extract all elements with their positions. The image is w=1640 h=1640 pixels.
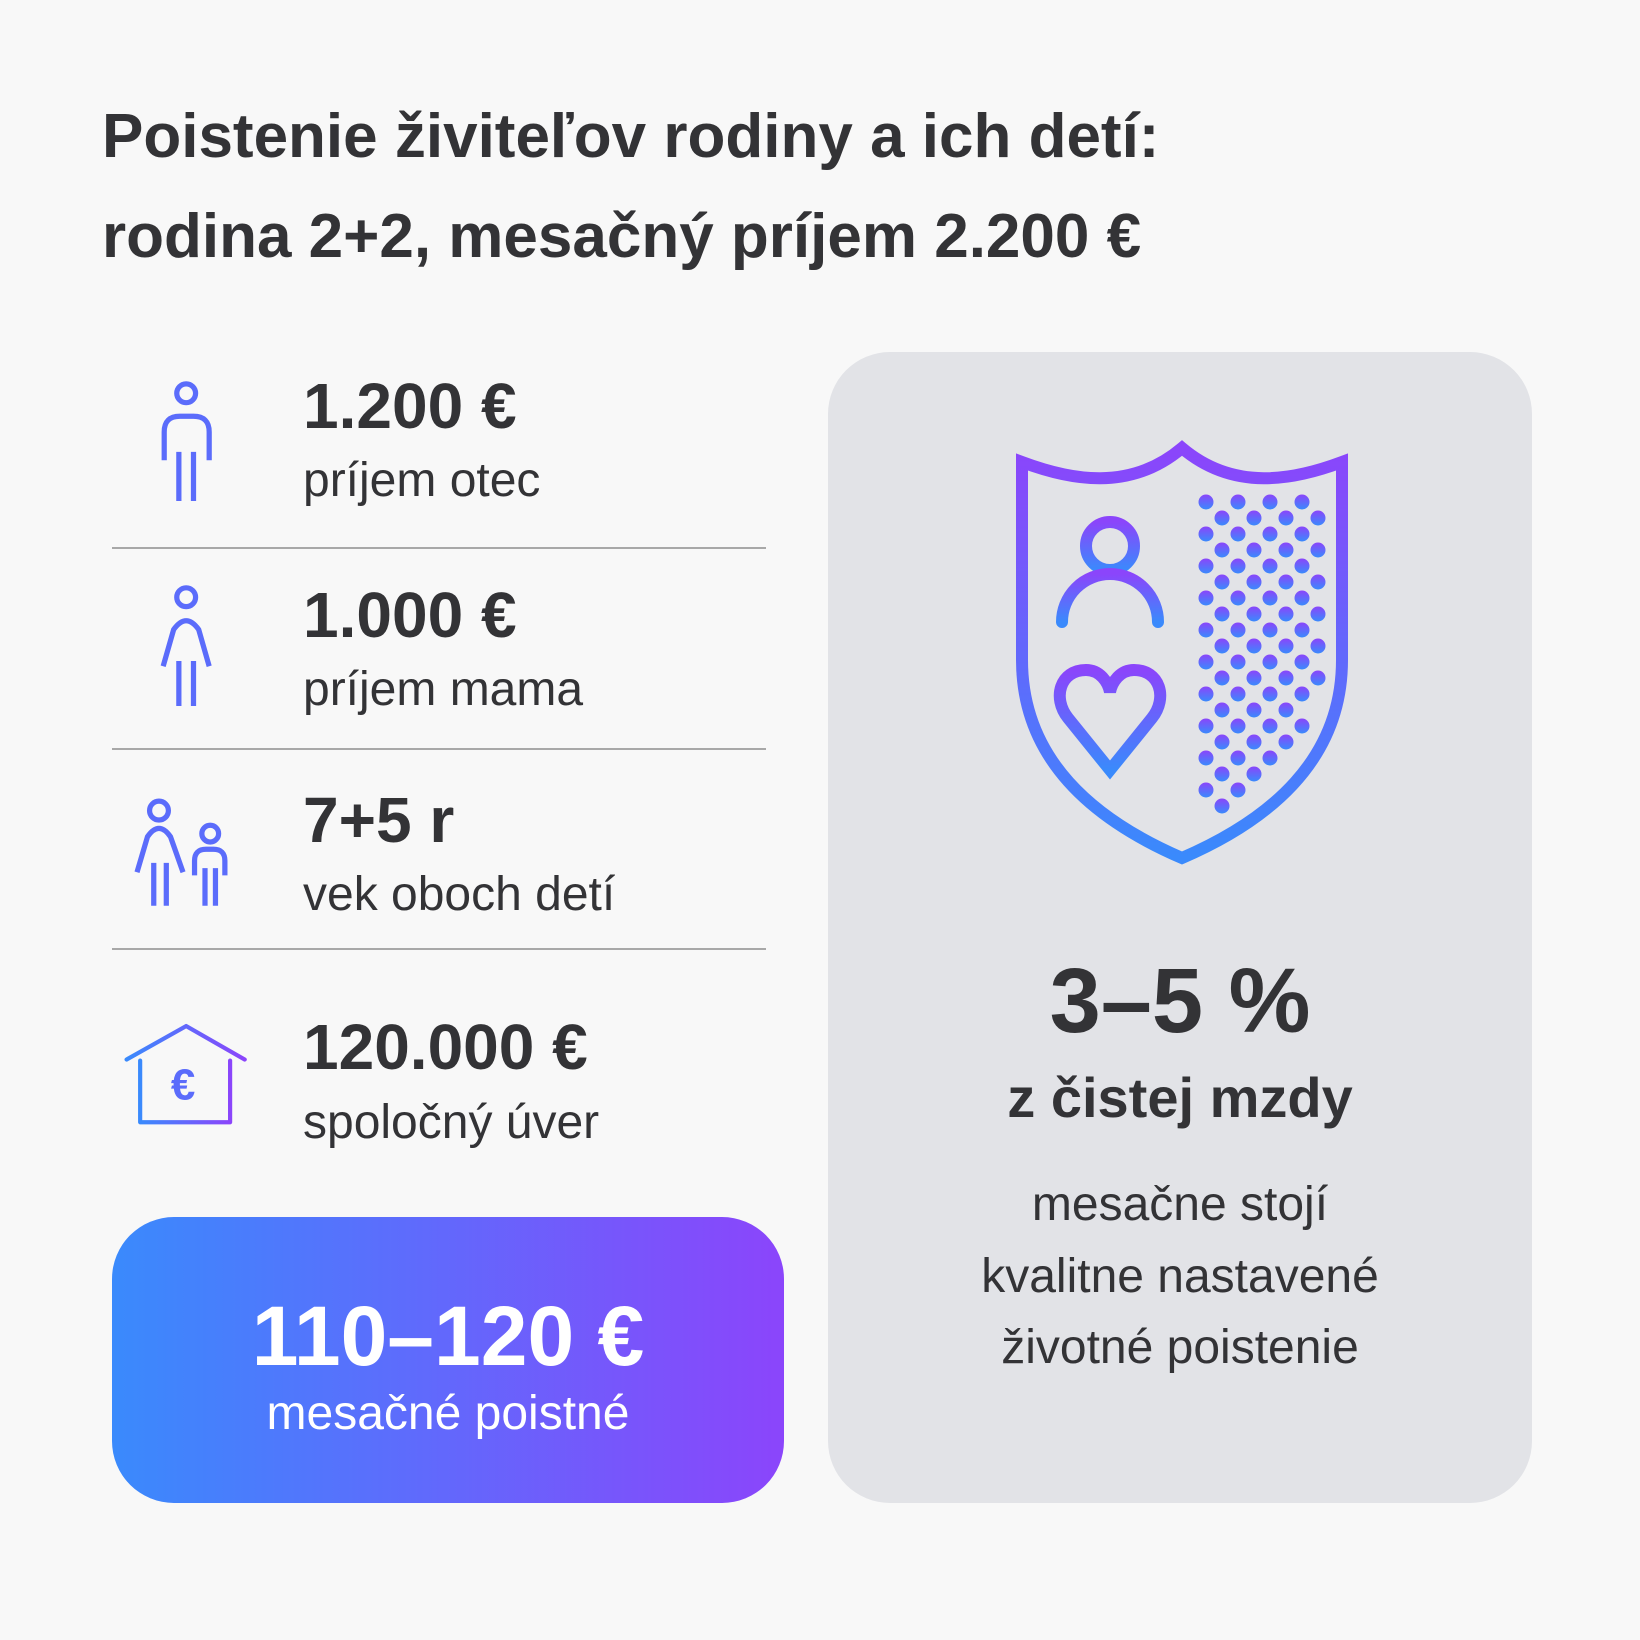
premium-value: 110–120 € (251, 1289, 645, 1383)
shield-dot (1294, 718, 1310, 734)
fact-label: príjem mama (303, 663, 584, 716)
shield-dot (1214, 766, 1230, 782)
shield-dot (1294, 590, 1310, 606)
shield-dot (1230, 718, 1246, 734)
shield-dot (1198, 782, 1214, 798)
shield-dot (1310, 574, 1326, 590)
shield-dot (1214, 734, 1230, 750)
fact-value: 1.200 € (303, 370, 517, 442)
shield-dot (1278, 638, 1294, 654)
percent-label: z čistej mzdy (1007, 1066, 1353, 1129)
shield-dot (1294, 686, 1310, 702)
shield-dot (1278, 542, 1294, 558)
shield-person-heart-icon (1016, 440, 1348, 865)
premium-box: 110–120 € mesačné poistné (112, 1217, 784, 1503)
shield-dot (1230, 782, 1246, 798)
shield-dot (1198, 750, 1214, 766)
house-euro-icon: € (124, 1023, 247, 1125)
info-line: životné poistenie (1001, 1321, 1359, 1374)
shield-dot (1294, 622, 1310, 638)
shield-dot (1310, 670, 1326, 686)
divider (112, 948, 766, 950)
fact-label: spoločný úver (303, 1096, 600, 1149)
shield-dot (1198, 558, 1214, 574)
man-icon (161, 381, 212, 501)
shield-dot (1310, 606, 1326, 622)
shield-dot (1262, 718, 1278, 734)
shield-dot (1246, 702, 1262, 718)
shield-dot (1214, 638, 1230, 654)
shield-dot (1246, 734, 1262, 750)
fact-value: 1.000 € (303, 579, 517, 651)
info-line: mesačne stojí (1031, 1178, 1329, 1231)
shield-dot (1262, 526, 1278, 542)
page-title: Poistenie živiteľov rodiny a ich detí: r… (102, 87, 1159, 287)
percent-value: 3–5 % (1049, 950, 1311, 1052)
title-line-2: rodina 2+2, mesačný príjem 2.200 € (102, 202, 1142, 271)
shield-dot (1262, 654, 1278, 670)
shield-dot (1310, 542, 1326, 558)
shield-dot (1230, 590, 1246, 606)
shield-dot (1278, 734, 1294, 750)
shield-dot (1230, 750, 1246, 766)
shield-dot (1278, 702, 1294, 718)
shield-dot (1310, 638, 1326, 654)
shield-dot (1198, 622, 1214, 638)
shield-dot (1214, 542, 1230, 558)
shield-dot (1198, 590, 1214, 606)
euro-symbol: € (171, 1060, 195, 1109)
shield-dot (1214, 670, 1230, 686)
info-line: kvalitne nastavené (981, 1250, 1379, 1303)
shield-dot (1262, 750, 1278, 766)
shield-dot (1294, 558, 1310, 574)
shield-dot (1230, 494, 1246, 510)
shield-dot (1310, 510, 1326, 526)
fact-value: 7+5 r (303, 784, 455, 856)
woman-icon (160, 585, 212, 706)
children-icon (134, 798, 228, 906)
shield-dot (1246, 606, 1262, 622)
shield-dot (1230, 526, 1246, 542)
shield-dot (1262, 494, 1278, 510)
shield-dot (1246, 574, 1262, 590)
fact-value: 120.000 € (303, 1011, 588, 1083)
shield-dot (1198, 494, 1214, 510)
fact-label: príjem otec (303, 454, 541, 507)
premium-label: mesačné poistné (266, 1387, 630, 1440)
shield-dot (1246, 670, 1262, 686)
shield-dot (1214, 510, 1230, 526)
shield-dot (1278, 670, 1294, 686)
shield-dot (1262, 558, 1278, 574)
shield-dot (1230, 686, 1246, 702)
divider (112, 748, 766, 750)
shield-dot (1246, 766, 1262, 782)
shield-dot (1230, 622, 1246, 638)
shield-dot (1198, 526, 1214, 542)
title-line-1: Poistenie živiteľov rodiny a ich detí: (102, 102, 1160, 171)
shield-dot (1278, 574, 1294, 590)
shield-dot (1230, 558, 1246, 574)
shield-dot (1278, 510, 1294, 526)
shield-dot (1294, 494, 1310, 510)
shield-dot (1198, 654, 1214, 670)
shield-dot (1278, 606, 1294, 622)
fact-label: vek oboch detí (303, 868, 616, 921)
divider (112, 547, 766, 549)
shield-dot (1294, 654, 1310, 670)
shield-dot (1294, 526, 1310, 542)
shield-dot (1246, 638, 1262, 654)
shield-dot (1262, 590, 1278, 606)
shield-dot (1246, 542, 1262, 558)
shield-dot (1198, 718, 1214, 734)
shield-dot (1214, 606, 1230, 622)
shield-dot (1246, 510, 1262, 526)
shield-dot (1230, 654, 1246, 670)
shield-dot (1214, 798, 1230, 814)
shield-dot (1198, 686, 1214, 702)
shield-dot (1214, 702, 1230, 718)
shield-dot (1262, 622, 1278, 638)
shield-dot (1262, 686, 1278, 702)
shield-dot (1214, 574, 1230, 590)
